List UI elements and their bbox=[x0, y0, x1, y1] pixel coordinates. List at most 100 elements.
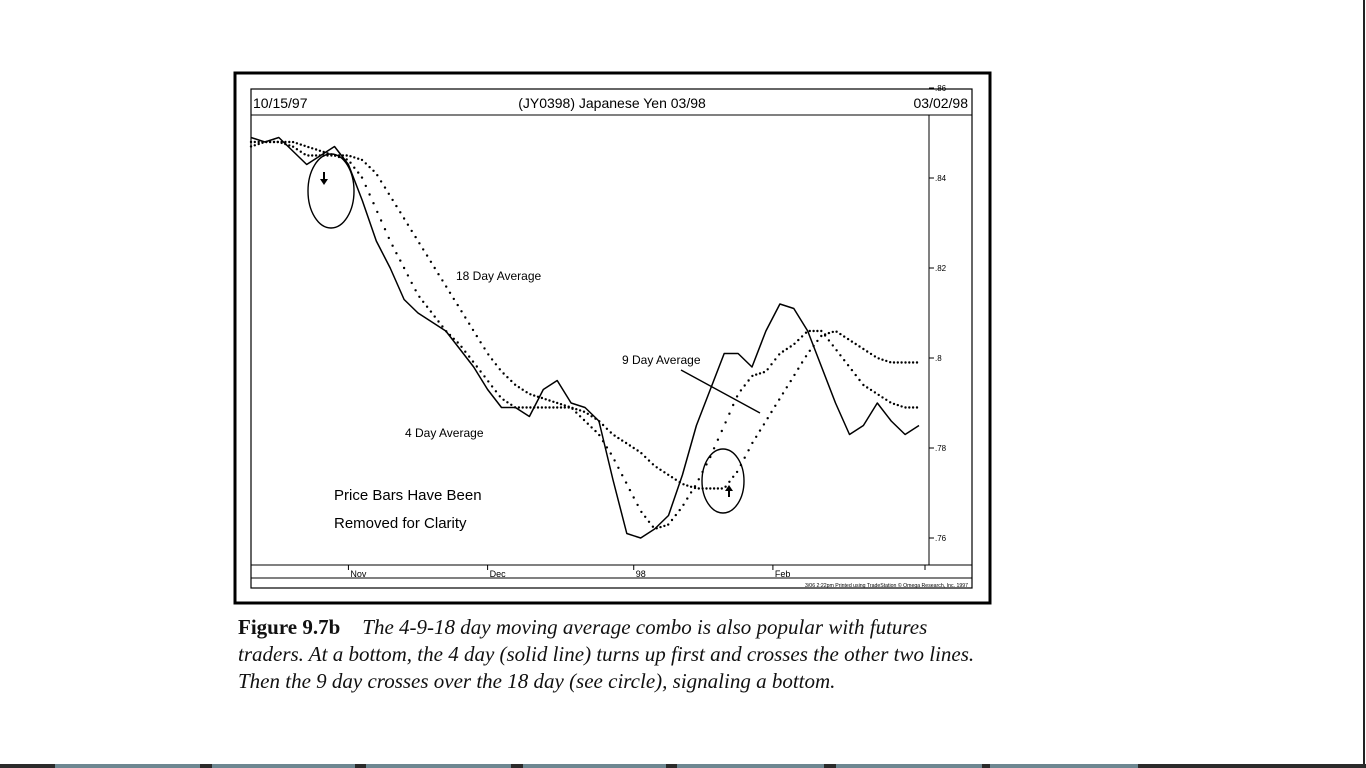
bottom-crossover-circle bbox=[701, 448, 745, 514]
series-dot bbox=[758, 372, 762, 375]
series-dot bbox=[785, 347, 788, 351]
series-dot bbox=[563, 404, 566, 407]
series-dot bbox=[502, 398, 505, 401]
header-start-date: 10/15/97 bbox=[253, 95, 308, 111]
series-dot bbox=[667, 523, 670, 526]
series-dot bbox=[586, 422, 589, 425]
series-dot bbox=[318, 154, 322, 157]
series-dot bbox=[732, 403, 735, 407]
series-dot bbox=[689, 485, 693, 488]
series-dot bbox=[797, 367, 800, 370]
series-dot bbox=[827, 339, 831, 342]
up-arrow-icon bbox=[725, 485, 733, 497]
series-dot bbox=[601, 423, 605, 427]
series-dot bbox=[636, 449, 639, 452]
series-dot bbox=[873, 355, 877, 358]
series-dot bbox=[418, 242, 421, 245]
series-dot bbox=[402, 266, 406, 270]
series-dot bbox=[601, 440, 605, 443]
series-dot bbox=[582, 410, 586, 413]
series-dot bbox=[391, 244, 394, 247]
series-dot bbox=[406, 223, 410, 226]
series-dot bbox=[261, 141, 264, 144]
series-dot bbox=[839, 332, 842, 336]
series-dot bbox=[536, 395, 540, 398]
series-dot bbox=[506, 401, 509, 404]
series-dot bbox=[360, 176, 364, 179]
series-dot bbox=[322, 150, 325, 154]
bottom-border bbox=[0, 764, 1366, 768]
series-dot bbox=[429, 260, 433, 263]
label-9-pointer bbox=[680, 369, 761, 414]
series-dot bbox=[609, 452, 612, 455]
series-dot bbox=[556, 406, 559, 409]
series-dot bbox=[758, 429, 762, 432]
series-dot bbox=[590, 426, 593, 429]
series-dot bbox=[249, 140, 253, 144]
series-dot bbox=[464, 316, 467, 319]
x-axis-ticks: Nov Dec 98 Feb bbox=[347, 565, 926, 579]
series-dot bbox=[441, 279, 444, 282]
series-dot bbox=[571, 406, 574, 410]
series-dot bbox=[793, 342, 796, 345]
series-dot bbox=[498, 395, 501, 398]
series-dot bbox=[391, 198, 394, 202]
series-dot bbox=[452, 297, 455, 301]
series-dot bbox=[751, 441, 754, 445]
series-dot bbox=[839, 354, 842, 357]
series-dot bbox=[812, 329, 815, 333]
series-dot bbox=[456, 303, 459, 307]
series-dot bbox=[559, 406, 563, 409]
series-dot bbox=[429, 310, 433, 313]
series-dot bbox=[525, 391, 528, 394]
series-dot bbox=[578, 415, 582, 418]
x-tick-label: Nov bbox=[350, 569, 367, 579]
series-dot bbox=[517, 406, 521, 409]
series-dot bbox=[624, 481, 628, 484]
y-tick-label: .84 bbox=[935, 174, 947, 183]
series-dot bbox=[896, 361, 899, 364]
series-dot bbox=[869, 388, 873, 392]
series-dot bbox=[441, 325, 444, 328]
series-dot bbox=[797, 338, 800, 342]
series-dot bbox=[728, 480, 731, 483]
series-dot bbox=[785, 386, 788, 389]
series-dot bbox=[399, 259, 402, 262]
series-dot bbox=[843, 359, 846, 362]
series-dot bbox=[678, 508, 681, 512]
series-dot bbox=[889, 361, 892, 364]
series-dot bbox=[892, 361, 896, 364]
series-dot bbox=[468, 355, 471, 358]
series-dot bbox=[533, 406, 536, 409]
series-dot bbox=[739, 389, 743, 392]
series-dot bbox=[820, 334, 823, 338]
series-dot bbox=[288, 140, 291, 144]
series-dot bbox=[808, 349, 811, 352]
series-dot bbox=[376, 210, 379, 214]
series-dot bbox=[257, 140, 260, 144]
series-dot bbox=[299, 143, 302, 146]
series-dot bbox=[647, 459, 651, 462]
series-dot bbox=[911, 406, 915, 409]
series-dot bbox=[743, 384, 746, 387]
series-dot bbox=[617, 436, 620, 440]
series-dot bbox=[835, 349, 838, 352]
chart-outer-frame bbox=[233, 71, 992, 605]
series-dot bbox=[349, 155, 352, 158]
series-dot bbox=[299, 150, 302, 153]
series-dot bbox=[655, 527, 658, 530]
series-dot bbox=[510, 403, 513, 406]
label-18-day-average: 18 Day Average bbox=[456, 269, 541, 283]
series-dot bbox=[265, 140, 268, 144]
series-dot bbox=[770, 363, 773, 366]
note-line-1: Price Bars Have Been bbox=[334, 487, 482, 504]
series-dot bbox=[789, 345, 792, 348]
series-dot bbox=[651, 463, 655, 466]
series-dot bbox=[762, 371, 766, 374]
series-dot bbox=[682, 503, 685, 506]
series-dot bbox=[866, 386, 869, 389]
series-dot bbox=[728, 412, 731, 415]
series-dot bbox=[475, 365, 478, 368]
series-dot bbox=[889, 401, 892, 404]
series-dot bbox=[437, 273, 440, 276]
